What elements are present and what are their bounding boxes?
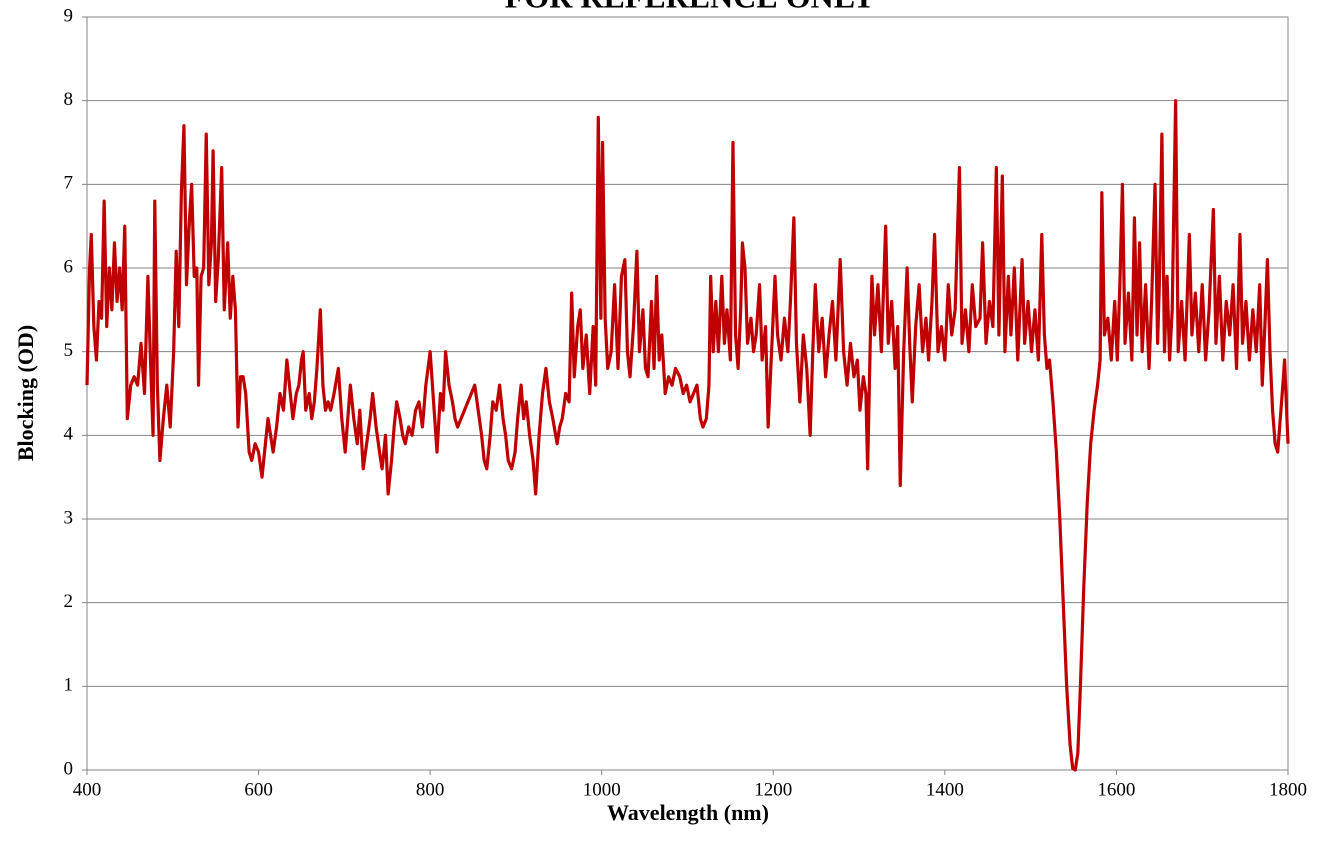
x-tick-label: 600: [244, 779, 273, 800]
y-tick-label: 2: [64, 591, 74, 612]
y-tick-label: 0: [64, 758, 74, 779]
x-tick-label: 1600: [1097, 779, 1135, 800]
y-tick-label: 6: [64, 256, 74, 277]
x-tick-label: 1800: [1269, 779, 1307, 800]
x-tick-label: 800: [416, 779, 445, 800]
y-tick-label: 8: [64, 89, 74, 110]
y-tick-label: 5: [64, 340, 74, 361]
y-tick-label: 3: [64, 507, 74, 528]
data-line: [85, 99, 1290, 772]
x-tick-label: 1200: [754, 779, 792, 800]
plot-frame: [86, 16, 1289, 771]
y-axis-label: Blocking (OD): [13, 325, 38, 461]
x-tick-label: 1400: [926, 779, 964, 800]
chart-title: FOR REFERENCE ONLY: [505, 0, 875, 14]
y-tick-label: 7: [64, 173, 74, 194]
x-axis-label: Wavelength (nm): [607, 800, 769, 825]
y-tick-label: 4: [64, 424, 74, 445]
x-tick-label: 400: [73, 779, 102, 800]
y-tick-label: 1: [64, 675, 74, 696]
y-tick-label: 9: [64, 5, 74, 26]
x-tick-label: 1000: [583, 779, 621, 800]
